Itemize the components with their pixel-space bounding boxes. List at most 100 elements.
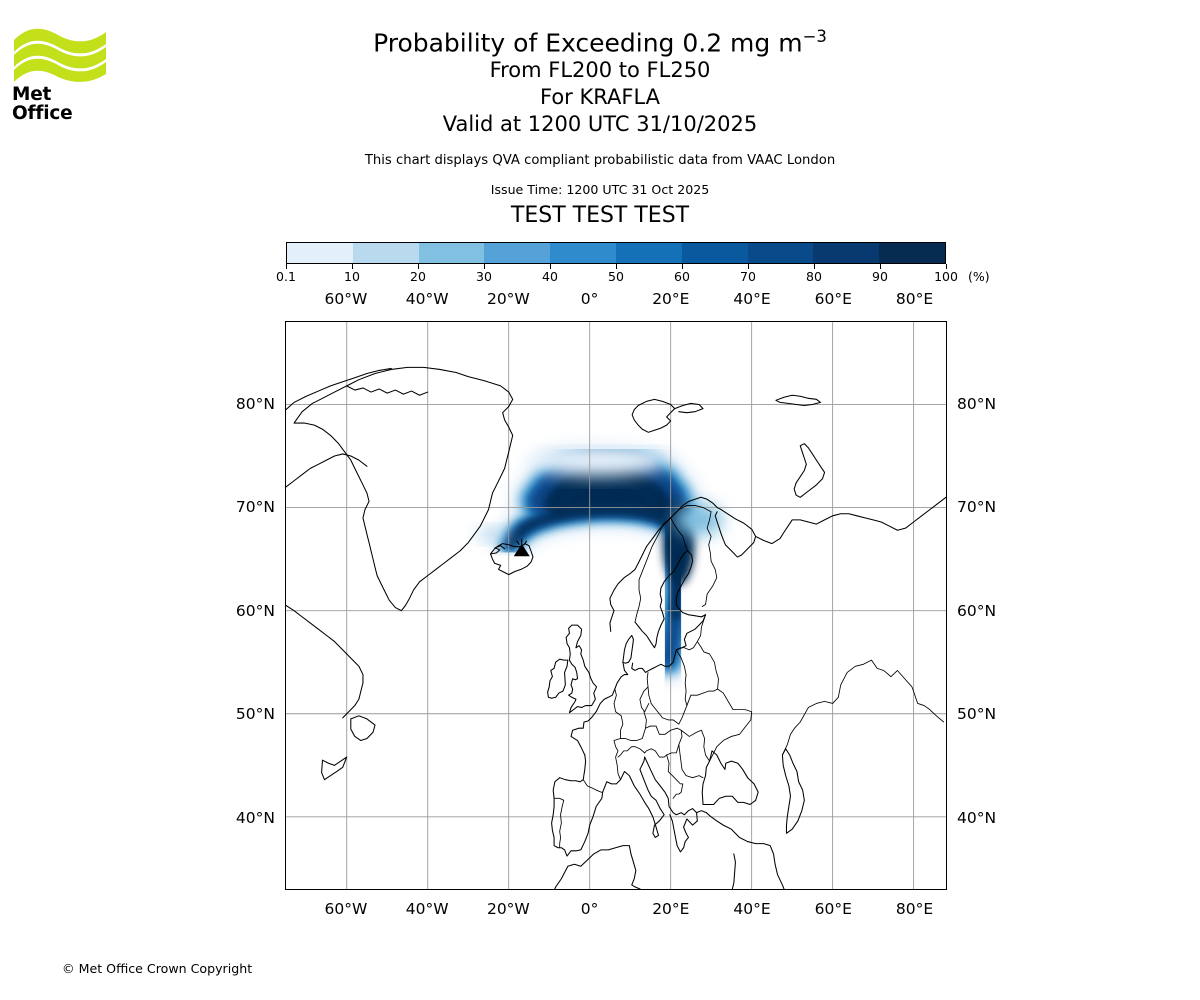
border-france-east xyxy=(613,738,621,781)
coastline-turkey-mideast xyxy=(696,810,785,889)
coastline-russia-arctic xyxy=(755,496,946,545)
coastline-iceland xyxy=(489,543,534,576)
colorbar-bands xyxy=(286,242,946,264)
map-svg xyxy=(286,322,946,889)
colorbar-tick-labels: 0.1 10 20 30 40 50 60 70 80 90 100 xyxy=(276,269,958,287)
coastline-canada-ne xyxy=(286,453,368,488)
lon-label-bottom-40°W: 40°W xyxy=(405,900,449,918)
map-plot-area xyxy=(285,321,947,890)
coastline-balkans-greece xyxy=(644,756,698,853)
page-title-exponent: −3 xyxy=(802,27,827,46)
coastline-britain xyxy=(565,624,598,714)
volcano-plume-tick-2 xyxy=(523,540,528,546)
colorbar-tick-1 xyxy=(352,264,353,269)
colorbar-band-4 xyxy=(550,243,616,263)
colorbar-tick-8 xyxy=(814,264,815,269)
probability-colorbar: 0.1 10 20 30 40 50 60 70 80 90 100 xyxy=(276,242,958,284)
lat-label-right-50°N: 50°N xyxy=(957,705,997,724)
lon-label-bottom-40°E: 40°E xyxy=(733,900,771,918)
volcano-plume-tick-0 xyxy=(516,540,520,546)
lon-label-top-20°E: 20°E xyxy=(652,290,690,308)
map-coastlines xyxy=(286,366,946,889)
lat-label-right-40°N: 40°N xyxy=(957,808,997,827)
lon-label-bottom-80°E: 80°E xyxy=(895,900,934,918)
coastline-novaya-zemlya xyxy=(793,443,826,498)
map-graticule xyxy=(286,322,946,889)
lat-label-left-50°N: 50°N xyxy=(235,705,275,724)
copyright-notice: © Met Office Crown Copyright xyxy=(62,961,253,976)
coastline-norway-coast xyxy=(609,496,722,632)
colorbar-tick-9 xyxy=(880,264,881,269)
page-title-text: Probability of Exceeding 0.2 mg m xyxy=(373,28,803,58)
colorbar-tick-label-7: 70 xyxy=(740,269,756,284)
coastline-france-north xyxy=(570,661,629,756)
colorbar-band-8 xyxy=(813,243,880,263)
colorbar-tick-6 xyxy=(682,264,683,269)
coastline-kola-white-sea xyxy=(714,509,757,558)
colorbar-tick-4 xyxy=(550,264,551,269)
colorbar-tick-label-8: 80 xyxy=(806,269,822,284)
coastline-greenland-nw-detail xyxy=(346,385,429,396)
coastline-svalbard-ne xyxy=(674,402,704,414)
lon-label-bottom-20°W: 20°W xyxy=(486,900,530,918)
colorbar-tick-3 xyxy=(484,264,485,269)
qva-compliance-note: This chart displays QVA compliant probab… xyxy=(364,152,836,168)
lat-label-right-60°N: 60°N xyxy=(957,601,997,620)
border-alps-italy xyxy=(617,746,646,758)
border-poland-south xyxy=(646,672,680,725)
coastline-black-sea xyxy=(701,750,759,806)
border-iberia-border xyxy=(553,797,565,849)
border-romania-ukraine xyxy=(680,729,710,762)
border-ukraine-russia xyxy=(686,688,753,762)
lon-label-bottom-60°W: 60°W xyxy=(324,900,368,918)
colorbar-tick-label-4: 40 xyxy=(542,269,558,284)
logo-wave-2 xyxy=(14,43,106,69)
border-france-spain xyxy=(582,779,604,793)
lon-label-bottom-20°E: 20°E xyxy=(652,900,690,918)
lat-label-right-80°N: 80°N xyxy=(957,394,997,413)
lon-label-top-0°: 0° xyxy=(580,290,599,308)
lat-label-left-60°N: 60°N xyxy=(235,601,275,620)
colorbar-tick-label-0: 0.1 xyxy=(276,269,296,284)
colorbar-ticks xyxy=(286,264,947,270)
coastline-greenland xyxy=(293,366,514,612)
page-title: Probability of Exceeding 0.2 mg m−3 xyxy=(0,27,1200,58)
flight-level-line: From FL200 to FL250 xyxy=(489,58,711,83)
colorbar-band-2 xyxy=(418,243,485,263)
lat-label-left-70°N: 70°N xyxy=(235,498,275,517)
border-balkan-inner xyxy=(666,754,684,799)
colorbar-tick-label-1: 10 xyxy=(344,269,360,284)
volcano-marker-krafla xyxy=(513,543,530,557)
border-baltics xyxy=(675,614,706,651)
colorbar-tick-label-2: 20 xyxy=(410,269,426,284)
border-romania-south xyxy=(678,744,704,779)
met-office-logo: Met Office xyxy=(12,22,108,122)
colorbar-band-3 xyxy=(484,243,551,263)
coastline-sweden-baltic xyxy=(634,550,707,649)
issue-time-line: Issue Time: 1200 UTC 31 Oct 2025 xyxy=(490,181,710,197)
coastline-italy xyxy=(619,756,665,839)
border-norway-sweden xyxy=(634,517,672,623)
lon-label-top-60°W: 60°W xyxy=(324,290,368,308)
border-russia-kazakh xyxy=(781,659,945,756)
colorbar-tick-label-3: 30 xyxy=(476,269,492,284)
colorbar-tick-10 xyxy=(946,264,947,269)
coastline-svalbard xyxy=(631,398,676,433)
test-banner: TEST TEST TEST xyxy=(510,202,690,228)
lon-label-top-40°E: 40°E xyxy=(733,290,771,308)
lon-label-top-60°E: 60°E xyxy=(814,290,852,308)
colorbar-tick-7 xyxy=(748,264,749,269)
plume-west-wisp xyxy=(476,527,509,542)
coastline-newfoundland xyxy=(350,715,376,742)
colorbar-tick-label-10: 100 xyxy=(934,269,958,284)
lon-label-top-80°E: 80°E xyxy=(895,290,934,308)
colorbar-tick-label-5: 50 xyxy=(608,269,624,284)
border-germany-cz xyxy=(639,686,650,713)
logo-wave-1 xyxy=(14,28,106,54)
border-finland-russia xyxy=(670,505,718,607)
border-poland-east xyxy=(675,649,688,725)
colorbar-band-5 xyxy=(615,243,682,263)
lon-label-bottom-0°: 0° xyxy=(580,900,599,918)
coastline-france-iberia xyxy=(551,754,622,857)
colorbar-band-0 xyxy=(287,243,353,263)
